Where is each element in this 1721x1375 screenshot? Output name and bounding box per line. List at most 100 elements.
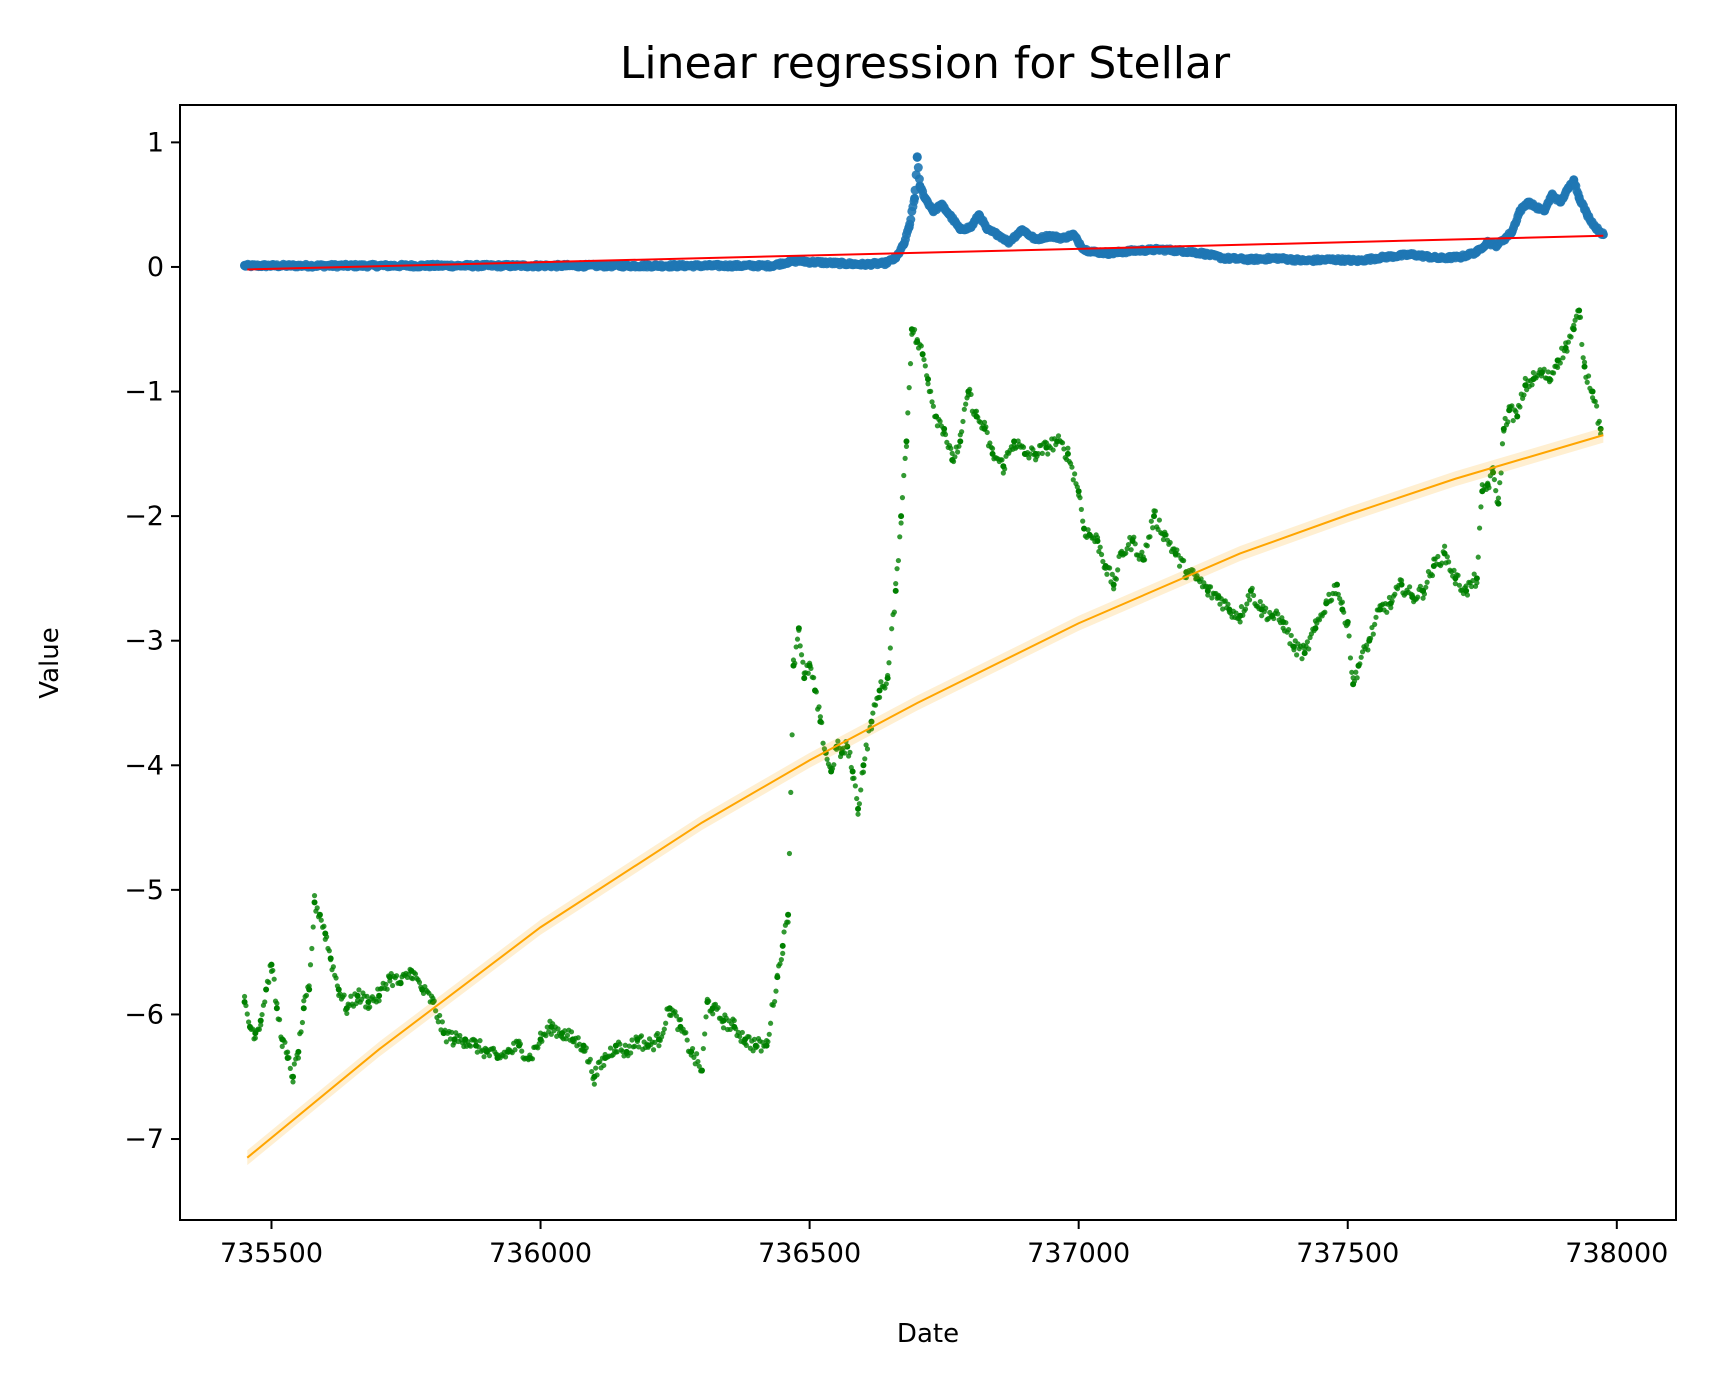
data-point: [840, 745, 846, 751]
data-point: [1528, 377, 1534, 384]
data-point: [892, 587, 899, 594]
data-point: [1190, 567, 1196, 573]
data-point: [583, 1045, 589, 1051]
data-point: [1074, 484, 1080, 490]
data-point: [1470, 577, 1476, 584]
data-point: [433, 1008, 439, 1014]
data-point: [310, 924, 316, 930]
data-point: [837, 753, 844, 760]
data-point: [675, 1026, 681, 1033]
data-point: [314, 905, 320, 911]
data-point: [1485, 480, 1491, 486]
data-point: [683, 1030, 689, 1036]
x-tick-label: 736500: [758, 1238, 861, 1269]
data-point: [241, 993, 248, 1000]
data-point: [1072, 471, 1078, 477]
data-point: [914, 174, 924, 184]
data-point: [1384, 609, 1390, 615]
data-point: [591, 1081, 597, 1087]
data-point: [1444, 554, 1450, 560]
data-point: [779, 942, 786, 949]
y-tick-label: 0: [147, 252, 164, 283]
data-point: [987, 440, 993, 446]
data-point: [562, 1028, 568, 1034]
data-point: [1259, 613, 1265, 619]
data-point: [1421, 591, 1428, 597]
data-point: [321, 923, 327, 929]
data-point: [1131, 534, 1137, 540]
data-point: [633, 1034, 639, 1040]
data-point: [878, 679, 884, 685]
data-point: [948, 445, 954, 452]
data-point: [1568, 334, 1574, 340]
data-point: [885, 672, 891, 679]
data-point: [601, 1062, 607, 1069]
data-point: [1463, 583, 1469, 589]
data-point: [930, 403, 936, 409]
y-tick-label: −7: [124, 1124, 164, 1155]
data-point: [1107, 565, 1113, 571]
data-point: [317, 912, 323, 918]
data-point: [636, 1044, 642, 1050]
data-point: [852, 783, 858, 789]
data-point: [301, 998, 307, 1004]
data-point: [1341, 609, 1347, 615]
data-point: [957, 438, 964, 445]
data-point: [872, 702, 879, 708]
data-point: [597, 1059, 603, 1065]
data-point: [1132, 541, 1138, 547]
data-point: [1584, 379, 1590, 385]
data-point: [564, 1032, 571, 1038]
data-point: [258, 1022, 264, 1028]
data-point: [863, 742, 869, 748]
data-point: [502, 1054, 509, 1060]
data-point: [1493, 488, 1499, 494]
data-point: [311, 899, 318, 906]
data-point: [481, 1054, 487, 1060]
data-point: [820, 740, 826, 746]
x-tick-label: 735500: [220, 1238, 323, 1269]
data-point: [512, 1047, 518, 1053]
data-point: [1205, 592, 1211, 598]
data-point: [811, 675, 817, 681]
data-point: [330, 964, 336, 970]
data-point: [876, 694, 883, 700]
data-point: [529, 1056, 536, 1062]
data-point: [918, 343, 924, 349]
data-point: [801, 675, 808, 682]
data-point: [1351, 678, 1358, 684]
data-point: [309, 945, 315, 952]
data-point: [894, 566, 900, 572]
data-point: [929, 399, 935, 405]
data-point: [474, 1049, 480, 1055]
data-point: [555, 1026, 561, 1032]
data-point: [710, 1011, 716, 1017]
data-point: [898, 520, 904, 526]
data-point: [286, 1055, 292, 1061]
data-point: [1456, 582, 1463, 588]
data-point: [672, 1009, 678, 1015]
axes-frame: [179, 104, 1677, 1221]
data-point: [773, 988, 779, 994]
data-point: [539, 1038, 545, 1044]
data-point: [300, 1005, 307, 1012]
data-point: [661, 1026, 667, 1032]
data-point: [393, 973, 400, 979]
data-point: [1460, 590, 1467, 597]
data-point: [1291, 647, 1297, 653]
data-point: [743, 1042, 749, 1048]
data-point: [1109, 571, 1115, 577]
data-point: [898, 513, 905, 520]
data-point: [270, 967, 276, 974]
data-point: [1373, 614, 1379, 620]
data-point: [1306, 646, 1312, 652]
data-point: [905, 410, 911, 416]
data-point: [819, 719, 825, 726]
data-point: [954, 449, 961, 455]
data-point: [1277, 620, 1284, 626]
data-point: [762, 1043, 768, 1049]
data-point: [306, 983, 312, 989]
data-point: [1011, 438, 1018, 445]
plot-area: [240, 152, 1608, 1166]
